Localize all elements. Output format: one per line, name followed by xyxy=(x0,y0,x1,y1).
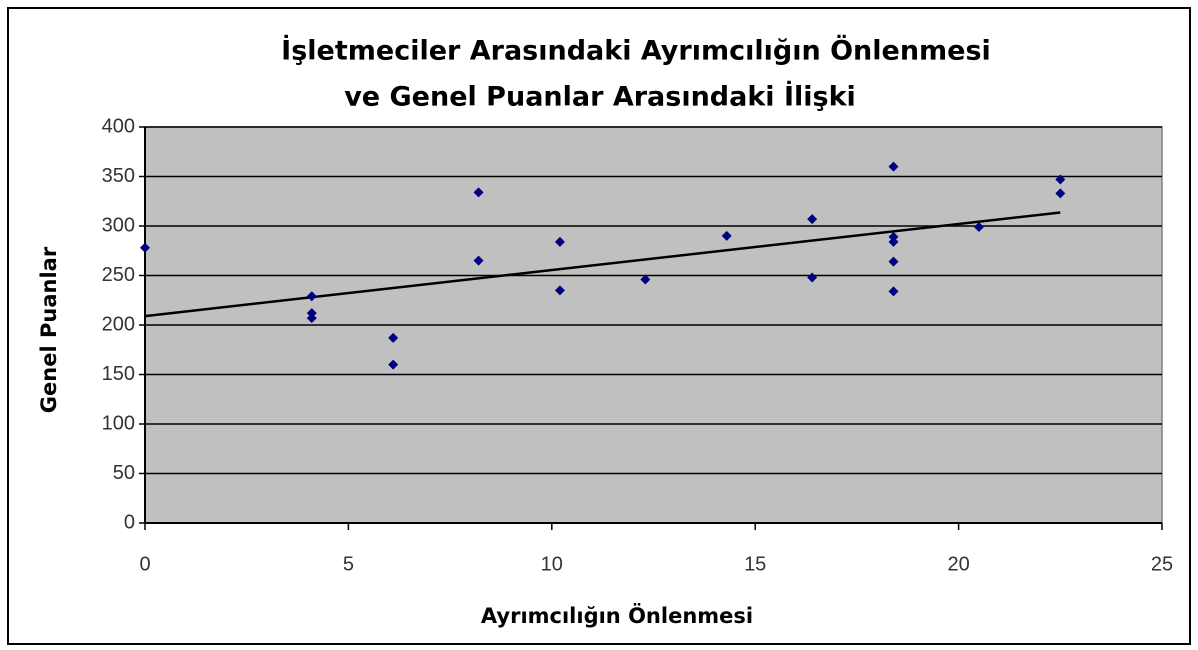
data-point xyxy=(721,230,732,241)
chart-title: ve Genel Puanlar Arasındaki İlişki xyxy=(344,81,856,113)
y-tick-label: 400 xyxy=(102,115,135,137)
y-tick-label: 100 xyxy=(102,412,135,434)
y-tick-label: 50 xyxy=(113,462,135,484)
x-tick-label: 5 xyxy=(343,553,354,575)
chart-title: İşletmeciler Arasındaki Ayrımcılığın Önl… xyxy=(281,34,991,67)
x-tick-label: 25 xyxy=(1151,553,1173,575)
y-tick-label: 0 xyxy=(124,511,135,533)
x-tick-label: 10 xyxy=(541,553,563,575)
data-point xyxy=(388,332,399,343)
y-tick-label: 150 xyxy=(102,363,135,385)
trend-line xyxy=(144,211,1061,318)
data-point xyxy=(807,272,818,283)
y-tick-label: 200 xyxy=(102,313,135,335)
data-point xyxy=(554,236,565,247)
data-point xyxy=(1055,188,1066,199)
x-tick-label: 20 xyxy=(947,553,969,575)
data-point xyxy=(973,221,984,232)
data-point xyxy=(888,236,899,247)
data-point xyxy=(140,242,150,253)
data-point xyxy=(473,187,484,198)
data-point xyxy=(388,359,399,370)
data-point xyxy=(888,161,899,172)
data-point xyxy=(1055,174,1066,185)
data-point xyxy=(888,286,899,297)
y-tick-label: 350 xyxy=(102,165,135,187)
data-point xyxy=(473,255,484,266)
data-point xyxy=(888,256,899,267)
x-tick-label: 15 xyxy=(744,553,766,575)
data-point xyxy=(807,214,818,225)
data-point xyxy=(306,291,317,302)
y-tick-label: 300 xyxy=(102,214,135,236)
y-tick-label: 250 xyxy=(102,264,135,286)
x-axis-label: Ayrımcılığın Önlenmesi xyxy=(481,603,753,628)
x-tick-label: 0 xyxy=(139,553,150,575)
data-point xyxy=(306,313,317,324)
y-axis-label: Genel Puanlar xyxy=(37,246,61,413)
data-point xyxy=(640,274,651,285)
data-point xyxy=(554,285,565,296)
